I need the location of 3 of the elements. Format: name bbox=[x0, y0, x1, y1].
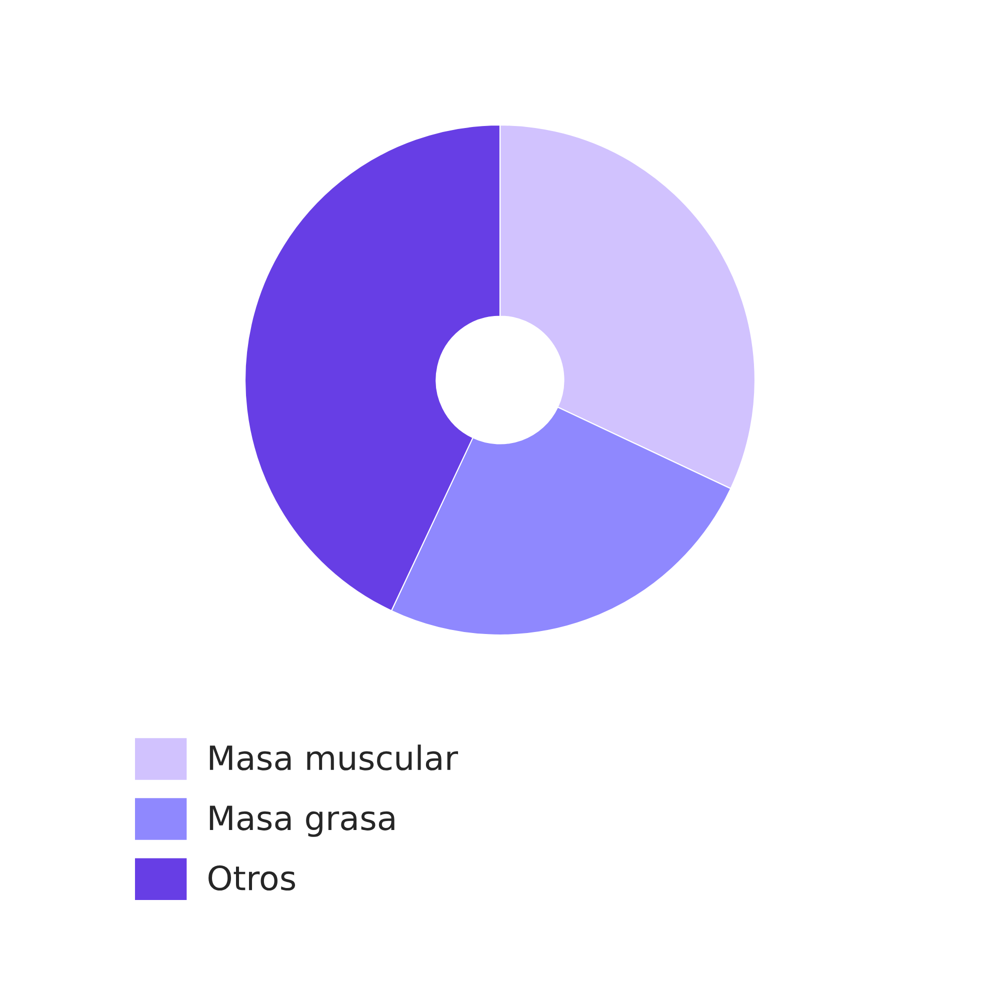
legend-label: Masa muscular bbox=[210, 744, 458, 770]
legend-label: Masa grasa bbox=[210, 806, 394, 837]
legend-label: Otros bbox=[208, 865, 296, 891]
